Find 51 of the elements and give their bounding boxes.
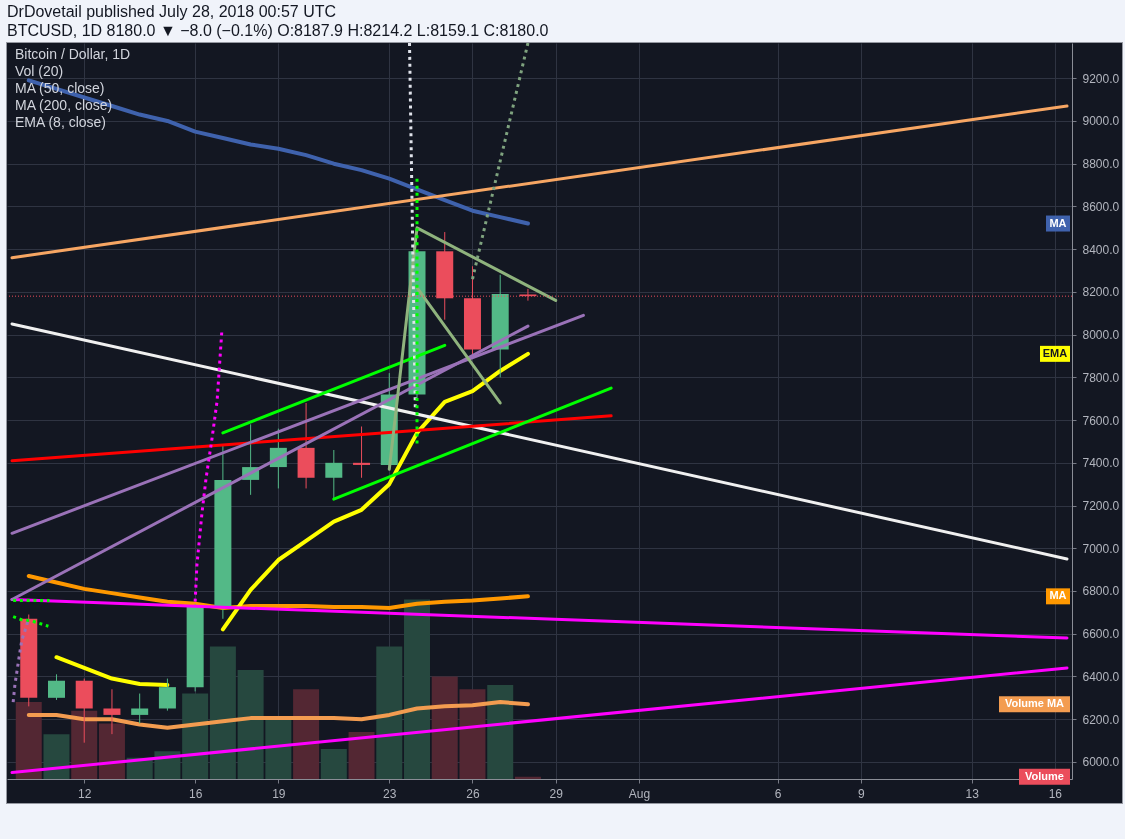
y-tick-label: 9200.0	[1082, 71, 1120, 86]
line-series	[193, 330, 224, 604]
y-tick-label: 8400.0	[1082, 242, 1120, 257]
y-tick-label: 6000.0	[1082, 755, 1120, 770]
y-tick-label: 6800.0	[1082, 584, 1120, 599]
y-tick-label: 7200.0	[1082, 499, 1120, 514]
y-tick-label: 6600.0	[1082, 627, 1120, 642]
y-tick-label: 6200.0	[1082, 712, 1120, 727]
line-series	[11, 620, 30, 704]
x-tick-label: Aug	[628, 786, 651, 801]
candlestick	[158, 678, 176, 712]
x-tick-label: 9	[857, 786, 865, 801]
line-series	[26, 700, 530, 730]
x-tick-label: 12	[78, 786, 92, 801]
candlestick	[103, 688, 121, 735]
y-tick-label: 6400.0	[1082, 669, 1120, 684]
x-tick-label: 13	[965, 786, 980, 801]
y-tick-label: 8000.0	[1082, 328, 1120, 343]
y-tick-label: 7600.0	[1082, 413, 1120, 428]
candlestick	[325, 449, 343, 500]
x-tick-label: 23	[383, 786, 397, 801]
candlestick	[47, 673, 65, 701]
annotation: MA (50, close)	[15, 80, 105, 97]
line-series	[11, 615, 50, 628]
y-tick-label: 8200.0	[1082, 285, 1120, 300]
x-tick-label: 19	[272, 786, 286, 801]
chart-title: Bitcoin / Dollar, 1D	[15, 46, 131, 63]
text: MA	[1049, 589, 1067, 602]
text: MA	[1049, 216, 1067, 229]
text: DrDovetail published July 28, 2018 00:57 UTC	[7, 3, 337, 21]
y-tick-label: 7000.0	[1082, 541, 1120, 556]
x-tick-label: 16	[1048, 786, 1063, 801]
annotation: MA (200, close)	[15, 97, 113, 114]
x-tick-label: 26	[466, 786, 480, 801]
y-tick-label: 8800.0	[1082, 157, 1120, 172]
text: Volume	[1025, 769, 1064, 782]
candlestick	[353, 425, 371, 479]
y-tick-label: 7400.0	[1082, 456, 1120, 471]
y-tick-label: 9000.0	[1082, 114, 1120, 129]
y-tick-label: 7800.0	[1082, 370, 1120, 385]
x-tick-label: 29	[549, 786, 564, 801]
text: Volume MA	[1004, 697, 1065, 710]
line-series	[26, 574, 530, 611]
text: EMA	[1042, 346, 1068, 359]
annotation: Vol (20)	[15, 63, 64, 80]
y-tick-label: 8600.0	[1082, 199, 1120, 214]
x-tick-label: 16	[188, 786, 203, 801]
candlestick	[131, 693, 149, 724]
annotation: EMA (8, close)	[15, 114, 107, 131]
x-tick-label: 6	[774, 786, 782, 801]
chart-subtitle: BTCUSD, 1D 8180.0 ▼ −8.0 (−0.1%) O:8187.9 H:8214.2 L:8159.1 C:8180.0	[7, 22, 549, 40]
